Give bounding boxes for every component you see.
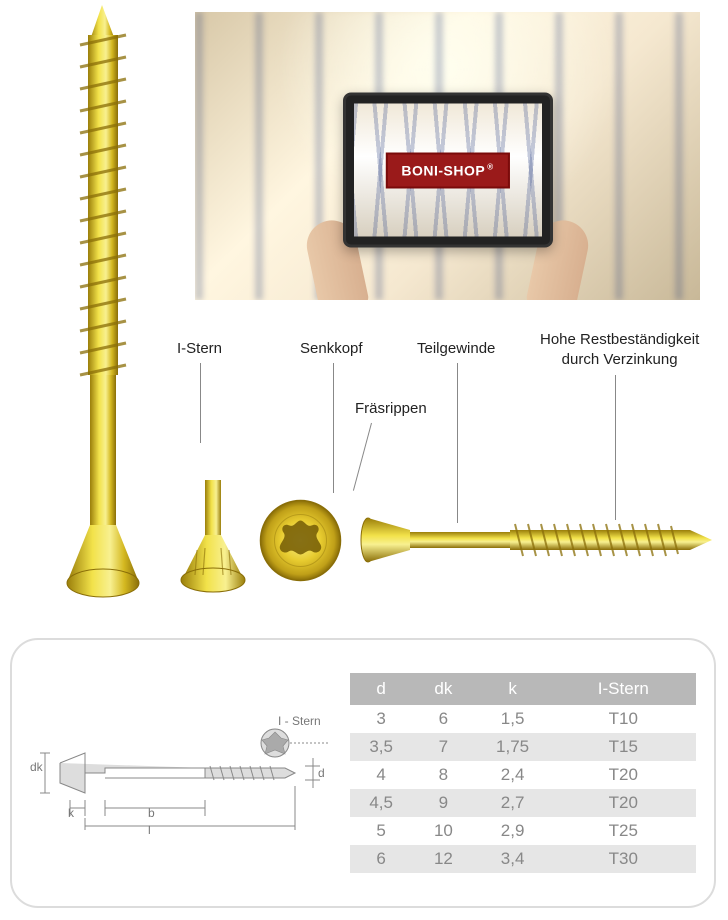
table-cell: 3,4	[475, 845, 551, 873]
callout-fraesrippen	[353, 423, 372, 491]
screw-vertical-image	[60, 5, 145, 600]
table-cell: 1,5	[475, 705, 551, 733]
table-cell: T30	[551, 845, 696, 873]
label-fraesrippen: Fräsrippen	[355, 400, 427, 417]
label-teilgewinde: Teilgewinde	[417, 340, 495, 357]
screw-horizontal	[360, 510, 715, 570]
label-rostbest: Hohe Restbeständigkeit durch Verzinkung	[540, 330, 699, 369]
table-row: 482,4T20	[350, 761, 696, 789]
table-row: 361,5T10	[350, 705, 696, 733]
table-header-cell: I-Stern	[551, 673, 696, 705]
callout-senkkopf	[333, 363, 334, 493]
warehouse-banner: BONI-SHOP	[195, 12, 700, 300]
callout-teilgewinde	[457, 363, 458, 523]
callout-istern	[200, 363, 201, 443]
table-cell: 7	[412, 733, 474, 761]
top-section: BONI-SHOP I-Stern Senkkopf Teilgewinde H…	[0, 0, 728, 620]
label-rostbest-l2: durch Verzinkung	[562, 351, 678, 368]
diag-dk: dk	[30, 760, 43, 774]
diag-b: b	[148, 806, 155, 820]
table-cell: 4	[350, 761, 412, 789]
callout-rostbest	[615, 375, 616, 520]
table-cell: 4,5	[350, 789, 412, 817]
table-cell: T25	[551, 817, 696, 845]
diag-l: l	[148, 823, 151, 837]
diag-k: k	[68, 806, 74, 820]
screw-head-top	[258, 498, 343, 583]
screw-head-side	[175, 480, 250, 595]
diag-istern: I - Stern	[278, 714, 321, 728]
table-row: 3,571,75T15	[350, 733, 696, 761]
table-header-cell: dk	[412, 673, 474, 705]
technical-diagram: dk k b l d I - Stern	[30, 708, 330, 838]
table-header-cell: d	[350, 673, 412, 705]
spec-table: ddkkI-Stern 361,5T103,571,75T15482,4T204…	[350, 673, 696, 873]
table-cell: T20	[551, 789, 696, 817]
table-cell: 1,75	[475, 733, 551, 761]
label-senkkopf: Senkkopf	[300, 340, 363, 357]
spec-panel: dk k b l d I - Stern ddkkI-Stern 361,5T1…	[10, 638, 716, 908]
table-cell: 2,4	[475, 761, 551, 789]
table-cell: 3	[350, 705, 412, 733]
table-row: 5102,9T25	[350, 817, 696, 845]
table-cell: 8	[412, 761, 474, 789]
label-rostbest-l1: Hohe Restbeständigkeit	[540, 331, 699, 348]
brand-badge: BONI-SHOP	[385, 152, 509, 188]
table-row: 6123,4T30	[350, 845, 696, 873]
table-cell: 5	[350, 817, 412, 845]
table-cell: T15	[551, 733, 696, 761]
table-cell: 6	[412, 705, 474, 733]
table-cell: 6	[350, 845, 412, 873]
table-cell: 10	[412, 817, 474, 845]
table-row: 4,592,7T20	[350, 789, 696, 817]
table-header-cell: k	[475, 673, 551, 705]
table-cell: 2,9	[475, 817, 551, 845]
diag-d: d	[318, 766, 325, 780]
table-cell: T20	[551, 761, 696, 789]
tablet-screen: BONI-SHOP	[354, 104, 542, 237]
label-istern: I-Stern	[177, 340, 222, 357]
table-cell: 2,7	[475, 789, 551, 817]
table-cell: 9	[412, 789, 474, 817]
table-cell: 3,5	[350, 733, 412, 761]
tablet: BONI-SHOP	[343, 93, 553, 248]
table-header-row: ddkkI-Stern	[350, 673, 696, 705]
table-cell: T10	[551, 705, 696, 733]
table-cell: 12	[412, 845, 474, 873]
